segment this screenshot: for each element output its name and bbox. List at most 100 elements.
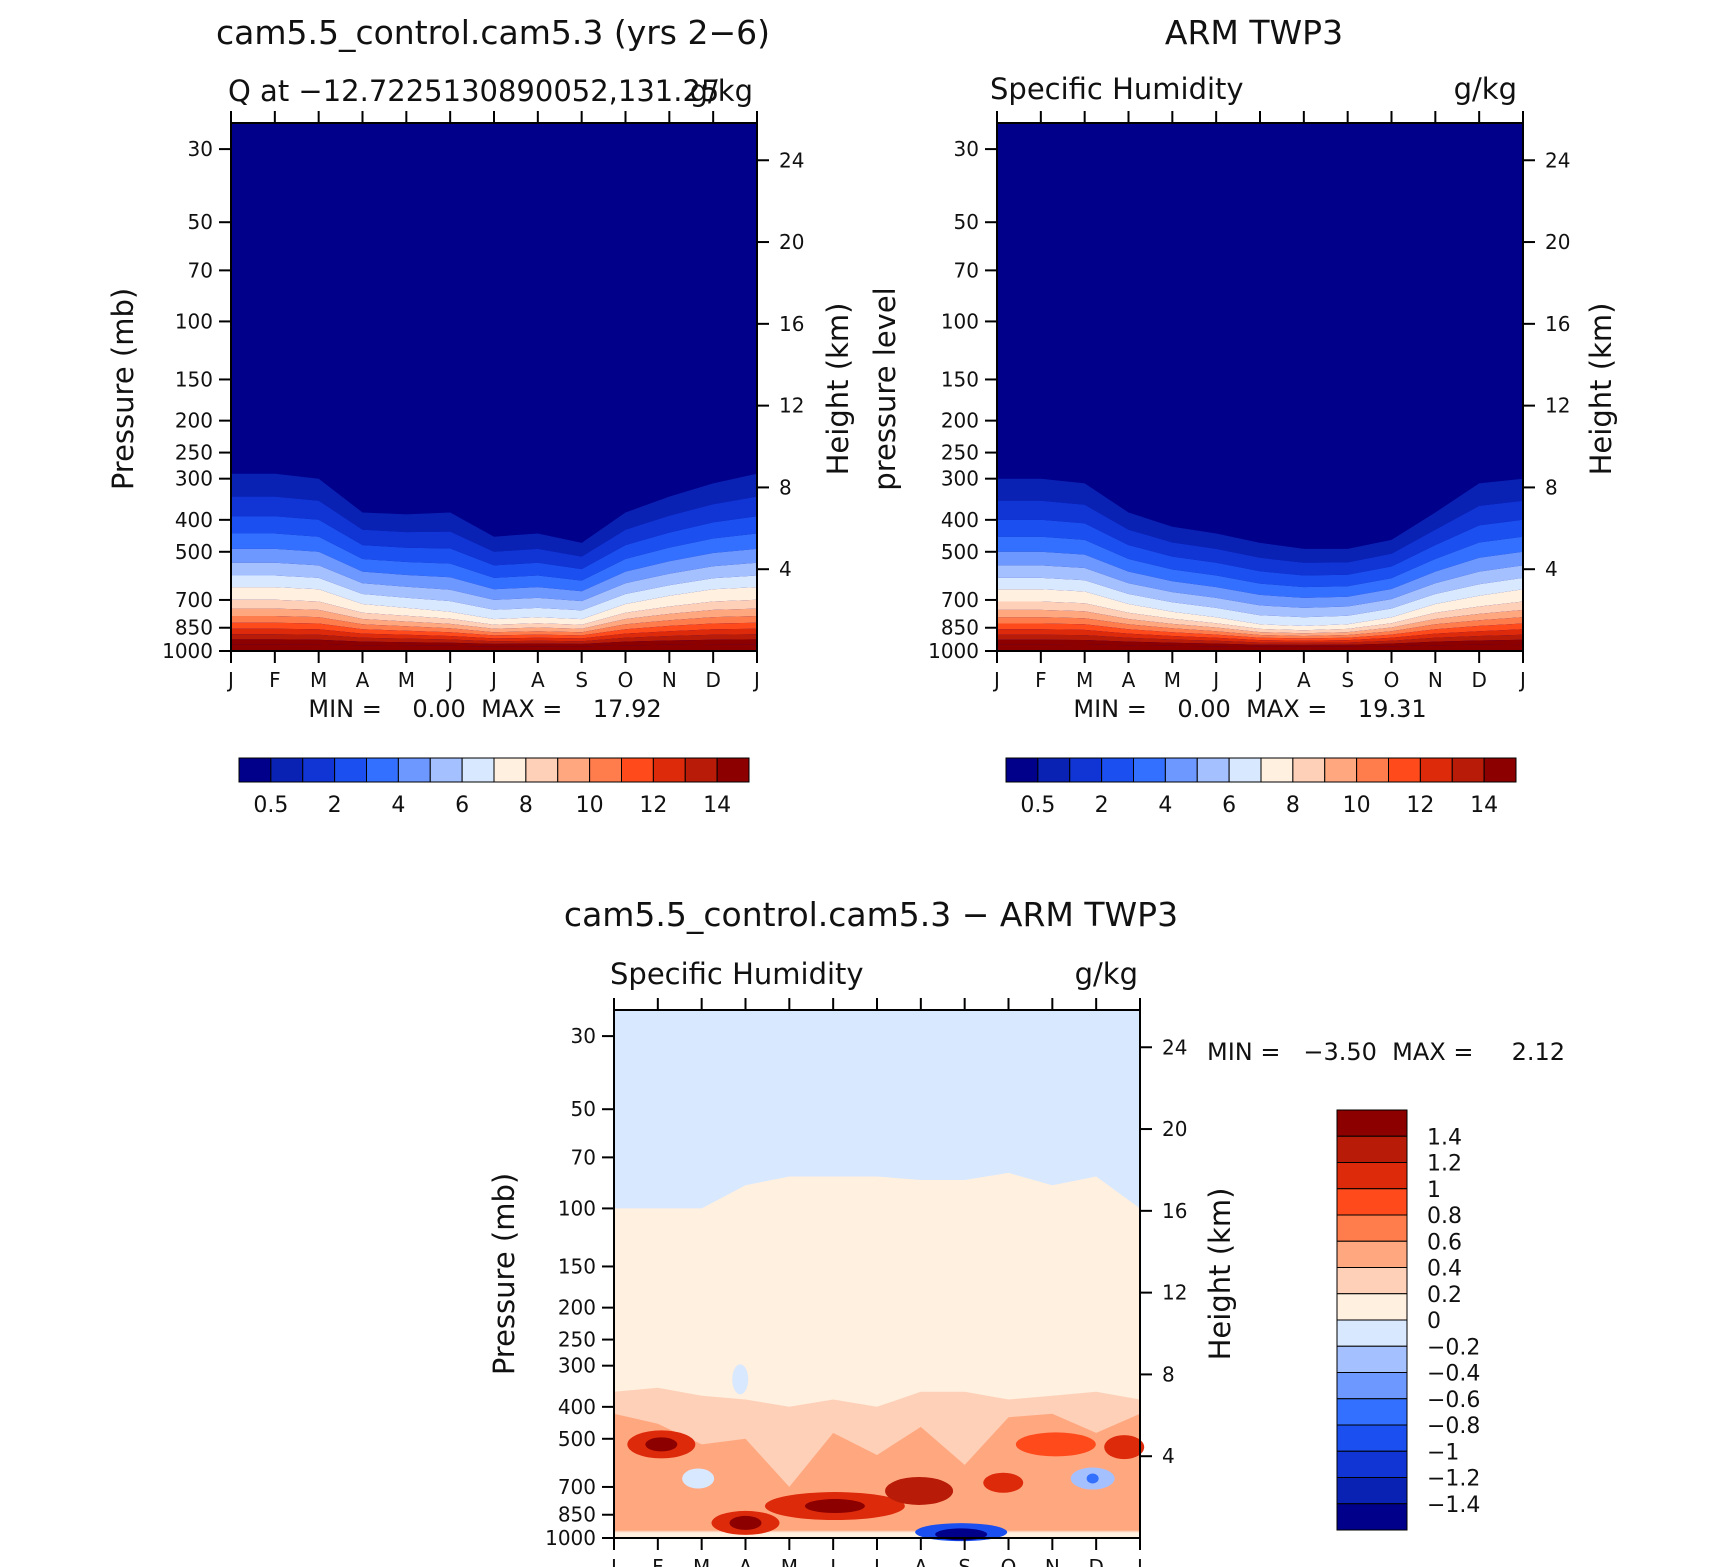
colorbar-label: 0.5 [1020,793,1055,818]
x-tick-label: N [662,668,677,692]
contour-max-aug-720 [885,1476,954,1505]
y2-tick-label: 24 [779,148,804,172]
colorbar-swatch [1228,757,1262,783]
x-tick-label: S [1341,668,1354,692]
y-tick-label: 100 [558,1196,596,1220]
colorbar-swatch [270,757,304,783]
contour-band-7 [231,575,757,620]
contour-core-feb-500 [645,1437,678,1452]
colorbar-swatch [1005,757,1039,783]
y-tick-label: 200 [558,1296,596,1320]
colorbar-label: 0.8 [1427,1204,1462,1229]
y2-tick-label: 8 [779,475,792,499]
colorbar-swatch [1483,757,1517,783]
y-tick-label: 70 [571,1145,596,1169]
x-tick-label: M [781,1555,798,1567]
y-tick-label: 50 [188,210,213,234]
x-tick-label: J [1518,668,1526,692]
panel-diff-colorbar: 1.41.210.80.60.40.20−0.2−0.4−0.6−0.8−1−1… [1336,1109,1480,1531]
x-tick-label: M [693,1555,710,1567]
x-tick-label: S [575,668,588,692]
contour-core-dec-660 [1086,1473,1099,1484]
panel-model-minmax: MIN = 0.00 MAX = 17.92 [308,695,661,723]
panel-model-units: g/kg [690,74,753,108]
colorbar-label: 0.5 [253,793,288,818]
contour-band-9 [997,601,1523,634]
colorbar-label: −1.4 [1427,1493,1480,1518]
y-tick-label: 150 [558,1254,596,1278]
panel-obs-title: ARM TWP3 [1165,13,1343,52]
x-tick-label: D [1471,668,1486,692]
x-tick-label: D [1088,1555,1103,1567]
colorbar-swatch [1101,757,1134,783]
contour-band-8 [997,589,1523,631]
y2-tick-label: 16 [1545,312,1570,336]
colorbar-label: 0 [1427,1309,1441,1334]
contour-band-pos-0-6 [614,1413,1140,1531]
y-tick-label: 100 [941,309,979,333]
y-tick-label: 250 [941,441,979,465]
colorbar-label: −0.8 [1427,1414,1480,1439]
colorbar-swatch [1336,1293,1408,1321]
x-tick-label: J [992,668,1000,692]
y2-tick-label: 20 [779,230,804,254]
contour-band-2 [231,496,757,570]
y-tick-label: 50 [571,1097,596,1121]
y-tick-label: 70 [954,258,979,282]
colorbar-swatch [1336,1450,1408,1478]
colorbar-swatch [1419,757,1453,783]
y-tick-label: 30 [188,137,213,161]
y2-tick-label: 8 [1545,475,1558,499]
colorbar-label: 12 [639,793,667,818]
contour-core-jun-800 [804,1499,865,1514]
panel-diff-y2label: Height (km) [1203,1188,1237,1361]
y2-tick-label: 4 [779,557,792,581]
colorbar-swatch [1336,1319,1408,1347]
colorbar-swatch [461,757,495,783]
y2-tick-label: 16 [1162,1199,1187,1223]
colorbar-swatch [302,757,336,783]
y-tick-label: 400 [941,508,979,532]
contour-band-8 [231,587,757,625]
x-tick-label: J [445,668,453,692]
y-tick-label: 300 [941,467,979,491]
panel-obs-ylabel: pressure level [868,287,902,490]
y2-tick-label: 12 [1162,1281,1187,1305]
y-tick-label: 300 [558,1354,596,1378]
x-tick-label: A [739,1555,753,1567]
colorbar-swatch [1336,1162,1408,1190]
contour-max-oct-680 [983,1472,1024,1493]
y2-tick-label: 16 [779,312,804,336]
colorbar-swatch [1388,757,1421,783]
x-tick-label: J [1211,668,1219,692]
y-tick-label: 400 [558,1395,596,1419]
y2-tick-label: 8 [1162,1362,1175,1386]
contour-band-12 [997,623,1523,641]
contour-band-max [231,644,757,651]
contour-min-mar-660 [682,1468,715,1489]
contour-core-apr-900 [729,1515,762,1530]
colorbar-swatch [1336,1424,1408,1452]
panel-model: cam5.5_control.cam5.3 (yrs 2−6) Q at −12… [106,13,855,818]
colorbar-swatch [1292,757,1326,783]
colorbar-swatch [1336,1503,1408,1531]
colorbar-swatch [1336,1188,1408,1216]
contour-band-4 [997,536,1523,598]
y-tick-label: 70 [188,258,213,282]
colorbar-label: 1.4 [1427,1125,1462,1150]
panel-diff-minmax: MIN = −3.50 MAX = 2.12 [1207,1038,1565,1066]
y-tick-label: 1000 [162,639,213,663]
contour-band-5 [231,548,757,602]
colorbar-swatch [1336,1240,1408,1268]
x-tick-label: N [1045,1555,1060,1567]
colorbar-swatch [652,757,686,783]
y-tick-label: 500 [558,1427,596,1451]
x-tick-label: J [226,668,234,692]
x-tick-label: J [828,1555,836,1567]
panel-diff-ylabel: Pressure (mb) [487,1173,521,1375]
y2-tick-label: 20 [1545,230,1570,254]
colorbar-swatch [1336,1135,1408,1163]
colorbar-label: 0.4 [1427,1257,1462,1282]
y-tick-label: 200 [175,409,213,433]
